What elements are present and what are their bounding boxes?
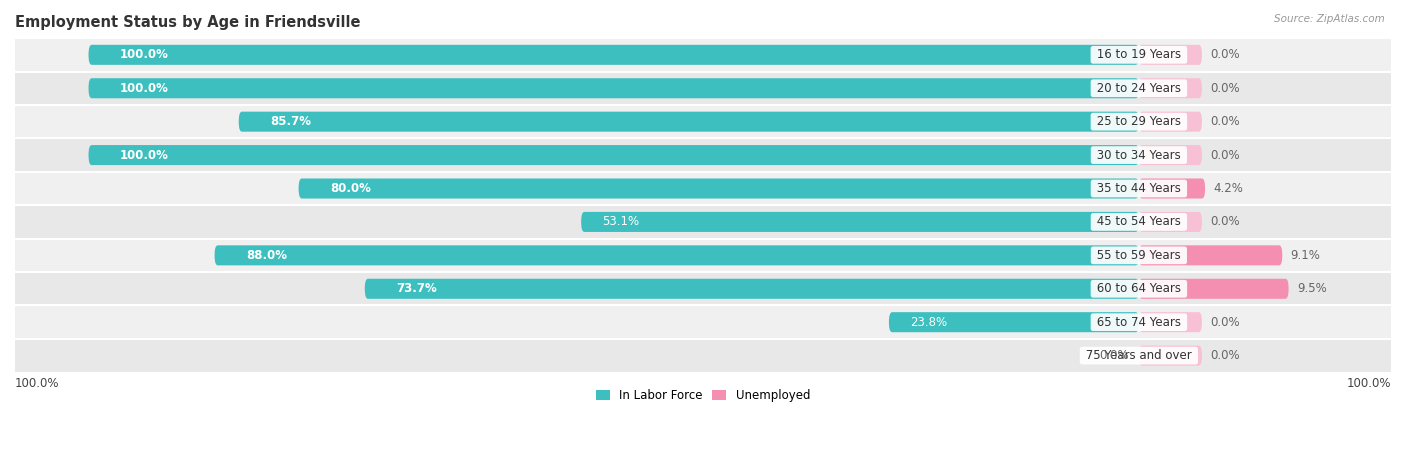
FancyBboxPatch shape [1139, 279, 1288, 299]
FancyBboxPatch shape [1139, 312, 1202, 332]
Bar [15, 172, 1391, 205]
Text: 16 to 19 Years: 16 to 19 Years [1092, 48, 1185, 61]
Text: 53.1%: 53.1% [602, 216, 640, 229]
Text: 0.0%: 0.0% [1211, 316, 1240, 328]
Text: 73.7%: 73.7% [396, 282, 437, 295]
Text: 23.8%: 23.8% [910, 316, 948, 328]
Text: 0.0%: 0.0% [1211, 216, 1240, 229]
Bar [15, 38, 1391, 72]
FancyBboxPatch shape [1139, 78, 1202, 98]
Text: 45 to 54 Years: 45 to 54 Years [1092, 216, 1185, 229]
FancyBboxPatch shape [89, 145, 1139, 165]
Text: Employment Status by Age in Friendsville: Employment Status by Age in Friendsville [15, 15, 360, 30]
Text: 20 to 24 Years: 20 to 24 Years [1092, 82, 1185, 95]
Text: 65 to 74 Years: 65 to 74 Years [1092, 316, 1185, 328]
Text: 100.0%: 100.0% [120, 48, 169, 61]
FancyBboxPatch shape [581, 212, 1139, 232]
Text: 75 Years and over: 75 Years and over [1083, 349, 1195, 362]
FancyBboxPatch shape [1139, 179, 1205, 198]
Text: 0.0%: 0.0% [1211, 48, 1240, 61]
Bar [15, 138, 1391, 172]
Text: 0.0%: 0.0% [1211, 115, 1240, 128]
FancyBboxPatch shape [89, 78, 1139, 98]
Legend: In Labor Force, Unemployed: In Labor Force, Unemployed [591, 384, 815, 406]
Text: 0.0%: 0.0% [1098, 349, 1129, 362]
Bar [15, 105, 1391, 138]
Text: 100.0%: 100.0% [1347, 378, 1391, 390]
FancyBboxPatch shape [89, 45, 1139, 65]
Text: 4.2%: 4.2% [1213, 182, 1243, 195]
FancyBboxPatch shape [298, 179, 1139, 198]
FancyBboxPatch shape [239, 112, 1139, 132]
FancyBboxPatch shape [1139, 45, 1202, 65]
Bar [15, 272, 1391, 306]
FancyBboxPatch shape [1139, 212, 1202, 232]
Text: 30 to 34 Years: 30 to 34 Years [1092, 148, 1185, 162]
Text: 100.0%: 100.0% [120, 148, 169, 162]
Text: 0.0%: 0.0% [1211, 82, 1240, 95]
FancyBboxPatch shape [1139, 112, 1202, 132]
Text: 100.0%: 100.0% [120, 82, 169, 95]
Text: 0.0%: 0.0% [1211, 148, 1240, 162]
FancyBboxPatch shape [1139, 346, 1202, 366]
Bar [15, 72, 1391, 105]
Text: 88.0%: 88.0% [246, 249, 287, 262]
Text: 60 to 64 Years: 60 to 64 Years [1092, 282, 1185, 295]
FancyBboxPatch shape [364, 279, 1139, 299]
FancyBboxPatch shape [1139, 245, 1282, 266]
Bar [15, 205, 1391, 239]
Text: 35 to 44 Years: 35 to 44 Years [1092, 182, 1185, 195]
Bar [15, 306, 1391, 339]
FancyBboxPatch shape [889, 312, 1139, 332]
FancyBboxPatch shape [215, 245, 1139, 266]
Bar [15, 339, 1391, 372]
Text: 80.0%: 80.0% [330, 182, 371, 195]
Text: 0.0%: 0.0% [1211, 349, 1240, 362]
Text: 25 to 29 Years: 25 to 29 Years [1092, 115, 1185, 128]
Text: 9.1%: 9.1% [1291, 249, 1320, 262]
Text: Source: ZipAtlas.com: Source: ZipAtlas.com [1274, 14, 1385, 23]
FancyBboxPatch shape [1139, 145, 1202, 165]
Text: 55 to 59 Years: 55 to 59 Years [1092, 249, 1185, 262]
Text: 85.7%: 85.7% [270, 115, 311, 128]
Text: 100.0%: 100.0% [15, 378, 59, 390]
Bar [15, 238, 1391, 272]
Text: 9.5%: 9.5% [1296, 282, 1327, 295]
